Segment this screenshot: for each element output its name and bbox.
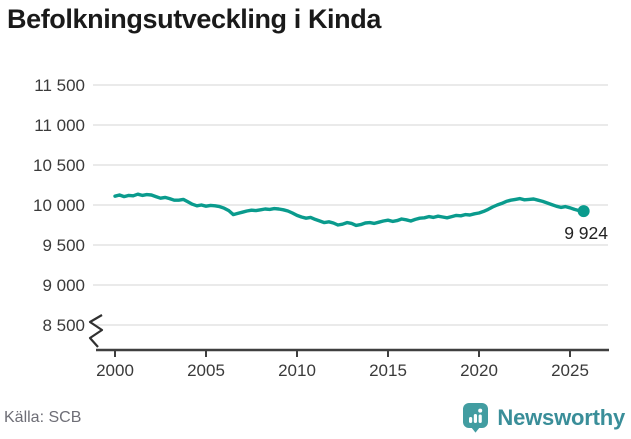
x-axis-tick-label: 2020	[460, 361, 498, 380]
y-axis-tick-label: 8 500	[42, 316, 85, 335]
x-axis-tick-label: 2025	[551, 361, 589, 380]
population-series-line	[113, 192, 586, 228]
last-point-marker	[577, 205, 590, 218]
x-axis-tick-label: 2000	[96, 361, 134, 380]
newsworthy-badge-icon	[463, 403, 489, 433]
y-axis-tick-label: 11 500	[34, 76, 85, 95]
x-axis-tick-label: 2005	[187, 361, 225, 380]
y-axis-tick-label: 10 000	[33, 196, 85, 215]
source-label: Källa: SCB	[4, 408, 82, 426]
x-axis-tick-label: 2010	[278, 361, 316, 380]
x-axis-tick-label: 2015	[369, 361, 407, 380]
y-axis-tick-label: 9 500	[42, 236, 85, 255]
chart-title: Befolkningsutveckling i Kinda	[7, 4, 381, 34]
y-axis-tick-label: 11 000	[34, 116, 85, 135]
y-axis-tick-label: 9 000	[42, 276, 85, 295]
brand-wordmark: Newsworthy	[497, 404, 625, 430]
chart-footer: Källa: SCB Newsworthy	[4, 402, 625, 433]
y-axis-break-icon	[88, 314, 104, 348]
population-line-chart: 8 500 9 000 9 500 10 000 10 500 11 000 11 500 2…	[33, 76, 609, 380]
last-value-label: 9 924	[564, 223, 608, 243]
newsworthy-logo: Newsworthy	[461, 402, 625, 433]
y-axis-tick-label: 10 500	[33, 156, 85, 175]
